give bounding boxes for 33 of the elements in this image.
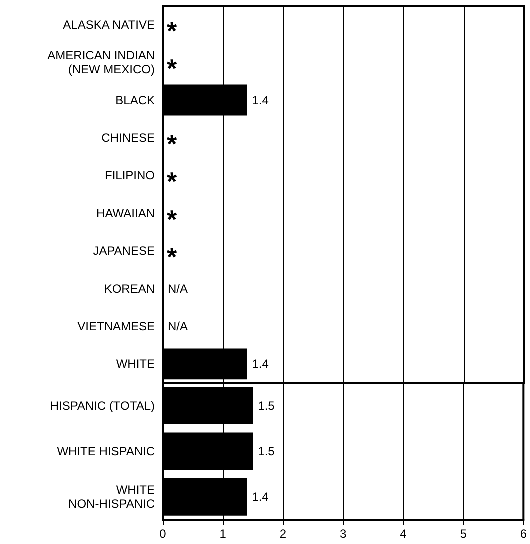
y-tick-label: WHITE NON-HISPANIC bbox=[68, 483, 156, 512]
x-tick-label: 5 bbox=[460, 527, 468, 541]
y-tick-label: WHITE bbox=[116, 357, 155, 372]
data-label: 1.4 bbox=[252, 490, 270, 504]
data-label: 1.4 bbox=[252, 93, 270, 108]
x-tick-label: 1 bbox=[220, 527, 227, 541]
data-label: 1.4 bbox=[252, 357, 270, 372]
y-tick-label: KOREAN bbox=[104, 282, 155, 296]
y-tick-label: ALASKA NATIVE bbox=[63, 18, 155, 32]
data-label: 1.5 bbox=[258, 398, 276, 413]
text: * bbox=[167, 204, 178, 234]
x-tick-label: 4 bbox=[400, 527, 408, 541]
y-tick-label: HAWAIIAN bbox=[96, 206, 155, 220]
text: N/A bbox=[168, 319, 188, 334]
text: * bbox=[167, 54, 178, 84]
x-tick-label: 6 bbox=[520, 527, 528, 541]
x-tick-label: 2 bbox=[280, 527, 287, 541]
data-label: 1.5 bbox=[258, 444, 276, 458]
x-tick-label: 0 bbox=[160, 527, 167, 541]
y-tick-label: FILIPINO bbox=[104, 168, 155, 183]
y-tick-label: BLACK bbox=[116, 93, 155, 108]
text: N/A bbox=[168, 282, 188, 296]
text: * bbox=[167, 128, 178, 159]
y-tick-label: CHINESE bbox=[102, 130, 155, 145]
text: * bbox=[167, 166, 178, 197]
y-tick-label: HISPANIC (TOTAL) bbox=[50, 398, 155, 413]
text: * bbox=[167, 16, 178, 46]
y-tick-label: WHITE HISPANIC bbox=[57, 444, 156, 458]
y-tick-label: JAPANESE bbox=[93, 244, 155, 258]
y-tick-label: VIETNAMESE bbox=[78, 319, 155, 334]
x-tick-label: 3 bbox=[340, 527, 347, 541]
text: * bbox=[167, 242, 178, 272]
y-tick-label: AMERICAN INDIAN (NEW MEXICO) bbox=[48, 48, 155, 77]
